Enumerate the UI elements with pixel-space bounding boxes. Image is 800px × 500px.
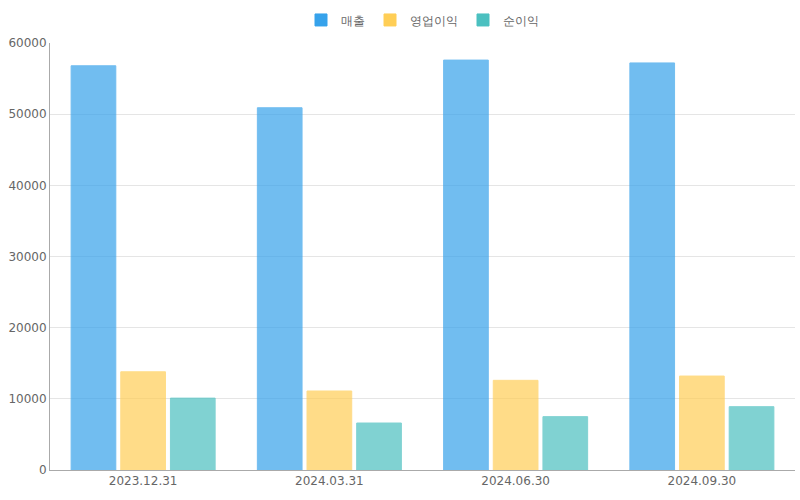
svg-text:0: 0 — [39, 463, 47, 477]
svg-text:30000: 30000 — [8, 250, 46, 264]
svg-text:40000: 40000 — [8, 179, 46, 193]
svg-text:2024.09.30: 2024.09.30 — [668, 474, 737, 488]
svg-text:50000: 50000 — [8, 107, 46, 121]
svg-text:20000: 20000 — [8, 321, 46, 335]
svg-text:매출: 매출 — [341, 14, 365, 28]
svg-text:2024.06.30: 2024.06.30 — [481, 474, 550, 488]
svg-text:10000: 10000 — [8, 392, 46, 406]
svg-text:60000: 60000 — [8, 36, 46, 50]
svg-text:순이익: 순이익 — [503, 14, 539, 28]
svg-text:영업이익: 영업이익 — [410, 14, 458, 28]
svg-text:2023.12.31: 2023.12.31 — [109, 474, 178, 488]
svg-text:2024.03.31: 2024.03.31 — [295, 474, 364, 488]
